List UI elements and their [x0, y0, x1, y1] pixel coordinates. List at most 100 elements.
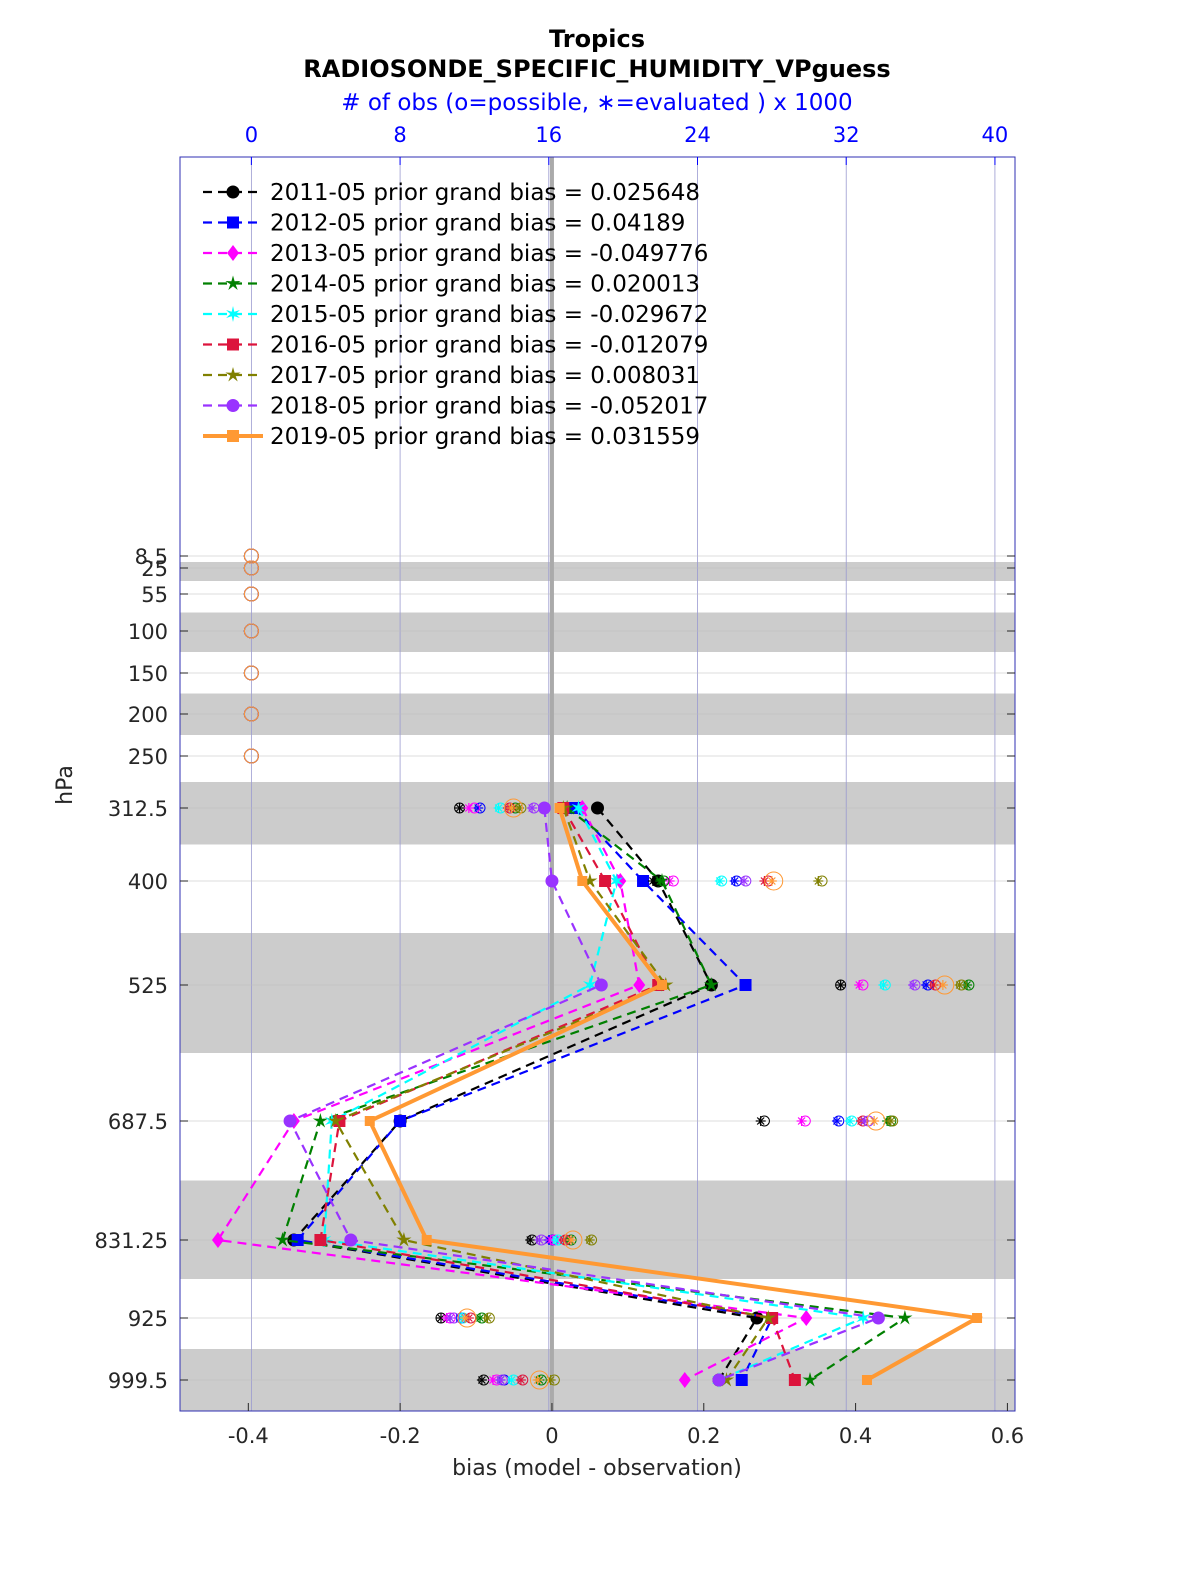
obs-evaluated-marker: [954, 980, 965, 990]
obs-evaluated-marker: [928, 980, 939, 990]
legend-marker: [226, 185, 240, 199]
data-point: [591, 801, 604, 815]
x-tick-label: 0.2: [687, 1424, 720, 1448]
chart-subtitle: RADIOSONDE_SPECIFIC_HUMIDITY_VPguess: [303, 55, 890, 83]
obs-evaluated-marker: [937, 980, 948, 990]
data-point: [274, 1232, 291, 1247]
series-layer: [211, 800, 984, 1388]
obs-evaluated-marker: [534, 1235, 545, 1245]
obs-evaluated-marker: [854, 980, 865, 990]
obs-evaluated-marker: [859, 1116, 870, 1126]
y-tick-label: 100: [128, 620, 168, 644]
obs-evaluated-marker: [476, 1375, 487, 1385]
y-tick-label: 150: [128, 662, 168, 686]
obs-possible-marker: [764, 871, 784, 891]
obs-evaluated-marker: [454, 803, 465, 813]
data-point: [800, 1310, 813, 1326]
data-point: [735, 1374, 748, 1386]
legend-marker: [226, 399, 240, 412]
data-point: [703, 977, 719, 992]
y-tick-label: 525: [128, 974, 168, 998]
data-point: [802, 1372, 818, 1387]
level-band: [180, 612, 1015, 652]
obs-evaluated-marker: [878, 980, 889, 990]
x-tick-label: 0.4: [839, 1424, 872, 1448]
obs-possible-marker: [503, 798, 523, 818]
top-tick-label: 0: [245, 123, 258, 147]
obs-evaluated-marker: [844, 1116, 855, 1126]
data-point: [328, 1113, 344, 1128]
data-point: [633, 977, 646, 993]
obs-evaluated-marker: [482, 1313, 493, 1323]
obs-evaluated-marker: [813, 876, 824, 886]
obs-possible-marker: [243, 706, 259, 722]
data-point: [344, 1233, 358, 1247]
data-point: [788, 1374, 801, 1386]
obs-evaluated-marker: [869, 1116, 880, 1126]
data-point: [972, 1313, 983, 1323]
obs-evaluated-marker: [831, 1116, 842, 1126]
y-tick-label: 8.5: [135, 545, 168, 569]
x-tick-label: -0.2: [380, 1424, 421, 1448]
y-tick-label: 925: [128, 1307, 168, 1331]
obs-evaluated-marker: [584, 1235, 595, 1245]
plot-frame: [179, 156, 1016, 1412]
grid: [180, 157, 1015, 1411]
data-point: [856, 1310, 871, 1326]
data-point: [760, 1310, 776, 1325]
y-tick-label: 55: [141, 583, 168, 607]
obs-evaluated-marker: [445, 1313, 456, 1323]
data-point: [571, 800, 586, 816]
chart-title: Tropics: [549, 25, 645, 53]
obs-possible-marker: [935, 975, 955, 995]
obs-evaluated-marker: [885, 1116, 896, 1126]
obs-possible-marker: [530, 1370, 550, 1390]
x-axis-label: bias (model - observation): [452, 1456, 742, 1481]
obs-evaluated-marker: [664, 876, 675, 886]
data-point: [314, 1234, 327, 1246]
legend-marker: [225, 367, 241, 382]
data-point: [897, 1310, 913, 1325]
data-point: [712, 1373, 726, 1387]
legend-label: 2019-05 prior grand bias = 0.031559: [270, 424, 700, 450]
data-point: [394, 1115, 407, 1127]
legend-label: 2018-05 prior grand bias = -0.052017: [270, 394, 708, 420]
legend-label: 2011-05 prior grand bias = 0.025648: [270, 180, 700, 206]
series-line: [288, 807, 883, 1382]
top-axis-label: # of obs (o=possible, ∗=evaluated ) x 10…: [341, 90, 852, 116]
legend-label: 2017-05 prior grand bias = 0.008031: [270, 363, 700, 389]
obs-possible-marker: [243, 748, 259, 764]
data-point: [594, 978, 608, 992]
level-band: [180, 562, 1015, 581]
obs-evaluated-marker: [962, 980, 973, 990]
top-tick-label: 40: [982, 123, 1009, 147]
obs-evaluated-marker: [532, 1375, 543, 1385]
data-point: [637, 875, 650, 887]
data-point: [537, 801, 551, 815]
top-tick-label: 24: [684, 123, 711, 147]
obs-evaluated-marker: [506, 1375, 517, 1385]
y-axis-label: hPa: [53, 765, 78, 805]
obs-possible-marker: [243, 548, 259, 564]
data-point: [554, 803, 565, 813]
x-tick-label: -0.4: [228, 1424, 269, 1448]
y-tick-label: 831.25: [95, 1229, 168, 1253]
obs-evaluated-marker: [463, 803, 474, 813]
obs-evaluated-marker: [460, 1313, 471, 1323]
obs-evaluated-marker: [835, 980, 846, 990]
series-line: [216, 807, 810, 1381]
obs-possible-marker: [243, 560, 259, 576]
legend-label: 2015-05 prior grand bias = -0.029672: [270, 302, 708, 328]
data-point: [599, 875, 612, 887]
legend-marker: [227, 430, 239, 442]
obs-evaluated-marker: [493, 803, 504, 813]
obs-markers: [243, 548, 975, 1390]
obs-possible-marker: [457, 1308, 477, 1328]
data-point: [283, 1114, 297, 1128]
data-point: [396, 1232, 412, 1247]
obs-evaluated-marker: [766, 876, 777, 886]
data-point: [739, 979, 752, 991]
legend-marker: [227, 338, 239, 351]
obs-evaluated-marker: [525, 1235, 536, 1245]
